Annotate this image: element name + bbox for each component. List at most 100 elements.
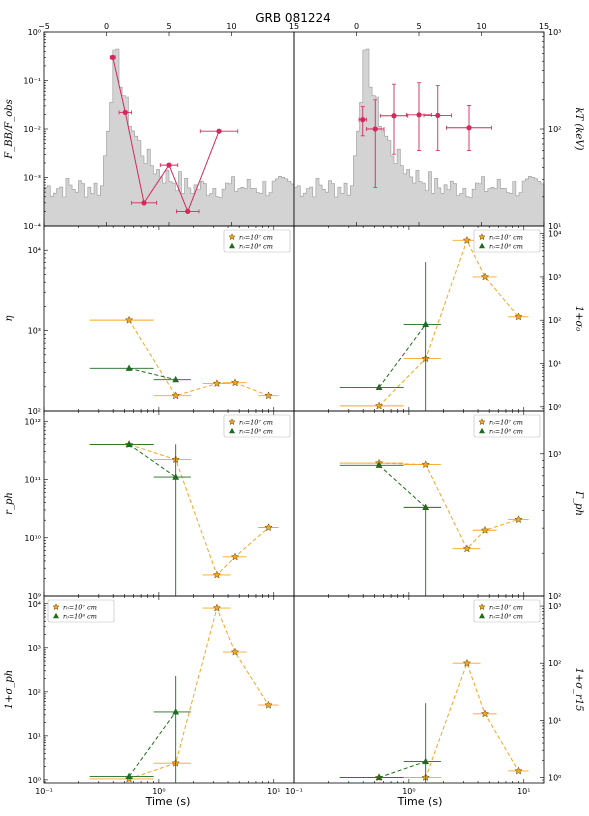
- y-tick-label: 10²: [548, 659, 561, 668]
- series-line: [378, 239, 519, 407]
- legend-box: [223, 229, 291, 253]
- legend-label: r₀=10⁷ cm: [239, 418, 273, 426]
- x-axis-label-right: Time (s): [397, 795, 443, 808]
- y-tick-label: 10³: [548, 273, 561, 282]
- data-point: [466, 125, 472, 131]
- x-tick-label: 10¹: [267, 787, 280, 796]
- legend-box: [473, 229, 541, 253]
- y-axis-label: F_BB/F_obs: [4, 99, 15, 160]
- legend-box: [473, 599, 541, 623]
- data-point-star: [514, 515, 523, 524]
- data-point-star: [230, 378, 240, 387]
- legend-box: [223, 414, 291, 438]
- y-tick-label: 10³: [28, 327, 41, 336]
- panel-F_BB/F_obs: 10⁻⁴ 10⁻³ 10⁻² 10⁻¹ 10⁰−5 0 5 10 15 F_BB/F_obs: [4, 22, 299, 231]
- data-point-star: [212, 570, 222, 579]
- y-axis-label: Γ_ph: [573, 490, 584, 516]
- y-tick-label: 10³: [548, 450, 561, 459]
- panel-frame: [43, 225, 295, 412]
- data-point-triangle: [125, 440, 133, 448]
- data-point: [391, 113, 397, 119]
- legend-label: r₀=10⁸ cm: [63, 612, 97, 620]
- legend-triangle-marker: [229, 242, 235, 249]
- series-line: [112, 57, 220, 213]
- series-line: [128, 443, 176, 478]
- panel-1+sigma_ph: 10⁰ 10¹ 10² 10³ 10⁴ 10⁻¹ 10⁰ 10¹ 1+σ_ph r₀=10⁷ cm…: [4, 595, 295, 796]
- x-tick-label: 10⁻¹: [285, 787, 303, 796]
- y-tick-label: 10¹⁰: [24, 534, 41, 543]
- legend-label: r₀=10⁷ cm: [489, 418, 523, 426]
- legend-triangle-marker: [479, 612, 485, 619]
- panel-frame: [293, 410, 545, 597]
- data-point: [122, 109, 128, 115]
- y-tick-label: 10²: [28, 688, 41, 697]
- x-tick-label: 15: [289, 22, 299, 31]
- legend-label: r₀=10⁸ cm: [489, 427, 523, 435]
- y-tick-label: 10¹: [548, 716, 561, 725]
- y-tick-label: 10¹: [28, 732, 41, 741]
- legend-label: r₀=10⁷ cm: [63, 603, 97, 611]
- legend-star-marker: [228, 233, 236, 241]
- y-tick-label: 10³: [548, 28, 561, 37]
- y-tick-label: 10²: [28, 407, 41, 416]
- legend-label: r₀=10⁷ cm: [489, 603, 523, 611]
- data-point-star: [264, 700, 273, 709]
- data-point-star: [480, 709, 490, 718]
- legend-triangle-marker: [229, 427, 235, 434]
- data-point-triangle: [125, 772, 133, 780]
- data-point: [435, 112, 441, 119]
- data-point: [372, 126, 378, 132]
- y-axis-label: 1+σ_ph: [4, 670, 15, 709]
- data-point-triangle: [375, 461, 383, 468]
- data-point-star: [230, 552, 240, 561]
- data-point-star: [171, 391, 180, 400]
- legend-box: [47, 599, 115, 623]
- legend-star-marker: [52, 603, 60, 611]
- y-tick-label: 10³: [548, 602, 561, 611]
- x-tick-label: 10⁻¹: [35, 787, 53, 796]
- data-point-star: [212, 379, 222, 388]
- data-point-triangle: [375, 383, 383, 391]
- panel-frame: [43, 595, 295, 784]
- x-tick-label: 10⁰: [402, 787, 415, 796]
- data-point-star: [264, 523, 273, 532]
- y-tick-label: 10⁰: [28, 28, 41, 37]
- series-line: [128, 443, 269, 576]
- y-tick-label: 10⁻²: [23, 125, 41, 134]
- x-tick-label: 10: [226, 22, 236, 31]
- x-tick-label: 10: [476, 22, 486, 31]
- data-point-triangle: [172, 708, 180, 715]
- y-axis-label: η: [4, 316, 15, 322]
- y-tick-label: 10⁰: [548, 403, 561, 412]
- data-point-triangle: [172, 375, 180, 383]
- series-line: [378, 464, 427, 508]
- legend-label: r₀=10⁸ cm: [489, 242, 523, 250]
- y-tick-label: 10¹: [548, 222, 561, 231]
- data-point-star: [124, 315, 134, 324]
- x-tick-label: 10⁰: [152, 787, 165, 796]
- data-point-triangle: [125, 364, 133, 371]
- data-point-star: [514, 312, 523, 321]
- legend-box: [473, 414, 541, 438]
- data-point-triangle: [375, 773, 383, 781]
- x-tick-label: 5: [166, 22, 171, 31]
- data-point: [110, 54, 116, 60]
- panel-frame: [293, 595, 545, 784]
- data-point-triangle: [422, 757, 430, 765]
- data-point-triangle: [422, 320, 430, 328]
- y-tick-label: 10⁰: [548, 773, 561, 782]
- legend-triangle-marker: [479, 242, 485, 249]
- series-line: [378, 761, 426, 778]
- x-tick-label: 15: [539, 22, 549, 31]
- legend-star-marker: [478, 233, 486, 241]
- y-tick-label: 10⁴: [28, 246, 41, 255]
- figure-title: GRB 081224: [255, 11, 331, 25]
- data-point-star: [462, 658, 472, 667]
- legend-label: r₀=10⁷ cm: [489, 233, 523, 241]
- x-tick-label: 5: [416, 22, 421, 31]
